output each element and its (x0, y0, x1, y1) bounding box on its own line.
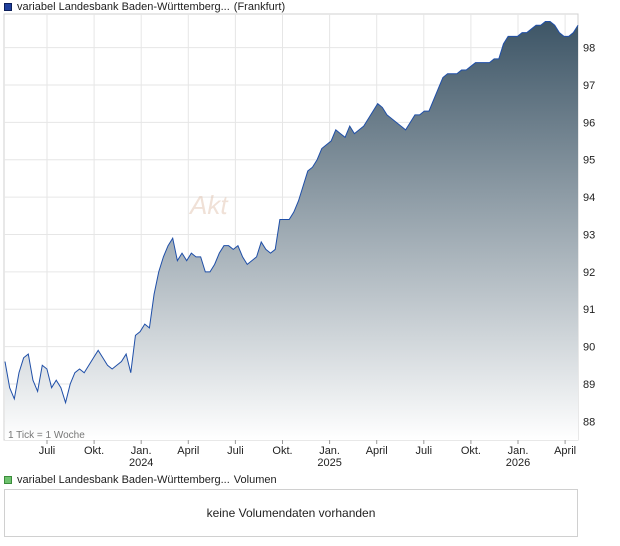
y-tick-label: 91 (583, 304, 595, 316)
x-tick-label: Jan. (319, 445, 340, 457)
x-tick-label: April (366, 445, 388, 457)
volume-empty-text: keine Volumendaten vorhanden (206, 506, 376, 520)
y-tick-label: 93 (583, 229, 595, 241)
tick-note: 1 Tick = 1 Woche (8, 430, 85, 441)
price-legend-exchange: (Frankfurt) (233, 1, 286, 13)
volume-series-swatch (4, 476, 12, 484)
y-tick-label: 96 (583, 117, 595, 129)
watermark-text: Akt (188, 190, 229, 220)
y-tick-label: 92 (583, 267, 595, 279)
x-tick-year: 2026 (506, 457, 530, 469)
y-tick-label: 97 (583, 80, 595, 92)
y-tick-label: 90 (583, 342, 595, 354)
x-tick-label: Okt. (84, 445, 104, 457)
x-tick-label: Okt. (272, 445, 292, 457)
x-tick-label: April (554, 445, 576, 457)
x-tick-year: 2024 (129, 457, 153, 469)
volume-legend-label: variabel Landesbank Baden-Württemberg... (17, 474, 230, 486)
volume-legend: variabel Landesbank Baden-Württemberg...… (4, 473, 277, 487)
price-series-swatch (4, 3, 12, 11)
volume-panel: keine Volumendaten vorhanden (4, 489, 578, 537)
x-tick-label: Juli (227, 445, 244, 457)
y-tick-label: 89 (583, 379, 595, 391)
y-tick-label: 94 (583, 192, 595, 204)
price-legend-label: variabel Landesbank Baden-Württemberg... (17, 1, 230, 13)
y-tick-label: 95 (583, 155, 595, 167)
volume-legend-suffix: Volumen (233, 474, 277, 486)
price-line (4, 20, 579, 405)
price-area (5, 21, 578, 440)
price-legend: variabel Landesbank Baden-Württemberg...… (4, 0, 285, 14)
y-axis: 88 89 90 91 92 93 94 95 96 97 98 (583, 43, 595, 429)
y-tick-label: 88 (583, 416, 595, 428)
x-tick-label: Juli (416, 445, 433, 457)
y-tick-label: 98 (583, 43, 595, 55)
x-tick-label: Jan. (508, 445, 529, 457)
x-tick-label: Okt. (461, 445, 481, 457)
x-tick-label: Jan. (131, 445, 152, 457)
x-tick-year: 2025 (317, 457, 341, 469)
x-tick-label: Juli (39, 445, 56, 457)
x-tick-label: April (177, 445, 199, 457)
